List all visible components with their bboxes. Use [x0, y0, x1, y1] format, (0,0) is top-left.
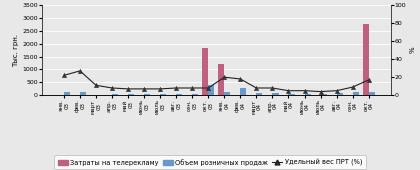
Bar	[160, 94, 166, 95]
Bar	[320, 94, 327, 95]
Legend: Затраты на телерекламу, Объем розничных продаж, Удельный вес ПРТ (%): Затраты на телерекламу, Объем розничных …	[54, 155, 366, 169]
Bar	[192, 94, 198, 95]
Bar	[369, 92, 375, 95]
Y-axis label: Тыс. грн.: Тыс. грн.	[13, 34, 19, 67]
Bar	[304, 94, 311, 95]
Bar	[273, 93, 278, 95]
Bar	[224, 92, 231, 95]
Y-axis label: %: %	[409, 47, 415, 53]
Bar	[64, 92, 70, 95]
Bar	[144, 94, 150, 95]
Bar	[112, 94, 118, 95]
Bar	[80, 92, 86, 95]
Bar	[336, 93, 343, 95]
Bar	[218, 64, 224, 95]
Bar	[208, 85, 214, 95]
Bar	[289, 94, 294, 95]
Bar	[353, 92, 359, 95]
Bar	[240, 88, 247, 95]
Bar	[128, 94, 134, 95]
Bar	[176, 94, 182, 95]
Bar	[362, 24, 369, 95]
Bar	[202, 48, 208, 95]
Bar	[256, 93, 262, 95]
